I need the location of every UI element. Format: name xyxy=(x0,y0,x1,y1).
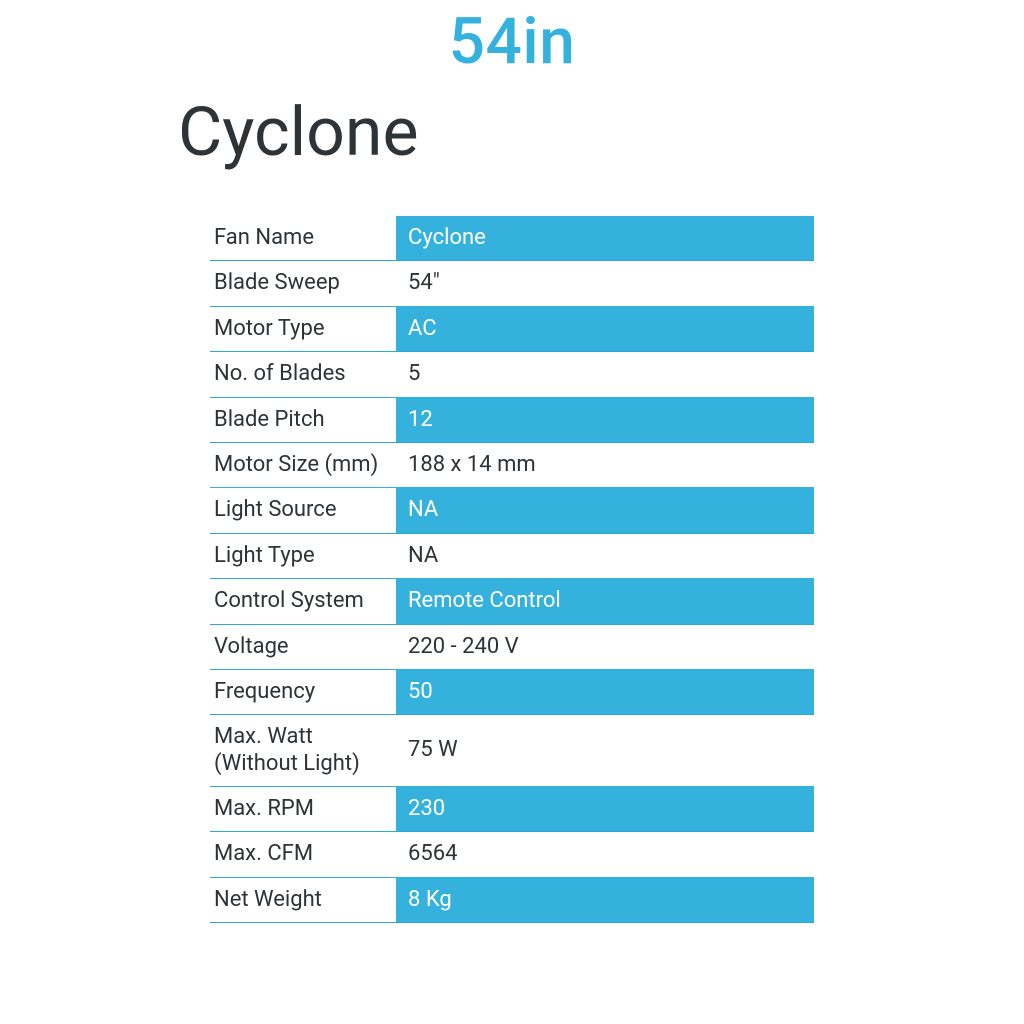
spec-label: Motor Size (mm) xyxy=(210,442,396,487)
table-row: Fan NameCyclone xyxy=(210,216,814,261)
spec-value: 188 x 14 mm xyxy=(396,442,814,487)
spec-label: Blade Sweep xyxy=(210,261,396,306)
spec-label: Max. RPM xyxy=(210,787,396,832)
spec-label: Max. Watt (Without Light) xyxy=(210,715,396,787)
spec-value: NA xyxy=(396,533,814,578)
spec-sheet-page: 54in Cyclone Fan NameCycloneBlade Sweep5… xyxy=(0,0,1024,1024)
spec-label: Light Type xyxy=(210,533,396,578)
spec-value: 12 xyxy=(396,397,814,442)
table-row: Voltage220 - 240 V xyxy=(210,624,814,669)
spec-label: No. of Blades xyxy=(210,352,396,397)
spec-value: 50 xyxy=(396,669,814,714)
spec-value: 230 xyxy=(396,787,814,832)
table-row: Blade Pitch12 xyxy=(210,397,814,442)
table-row: Max. RPM230 xyxy=(210,787,814,832)
spec-value: 54" xyxy=(396,261,814,306)
spec-table-body: Fan NameCycloneBlade Sweep54"Motor TypeA… xyxy=(210,216,814,923)
spec-value: Remote Control xyxy=(396,579,814,624)
table-row: Frequency50 xyxy=(210,669,814,714)
spec-label: Motor Type xyxy=(210,306,396,351)
table-row: Blade Sweep54" xyxy=(210,261,814,306)
table-row: No. of Blades5 xyxy=(210,352,814,397)
spec-value: 75 W xyxy=(396,715,814,787)
spec-value: 6564 xyxy=(396,832,814,877)
spec-value: 5 xyxy=(396,352,814,397)
spec-label: Fan Name xyxy=(210,216,396,261)
table-row: Max. Watt (Without Light)75 W xyxy=(210,715,814,787)
table-row: Light SourceNA xyxy=(210,488,814,533)
table-row: Control SystemRemote Control xyxy=(210,579,814,624)
spec-label: Frequency xyxy=(210,669,396,714)
size-heading: 54in xyxy=(0,4,1024,79)
spec-value: Cyclone xyxy=(396,216,814,261)
spec-label: Blade Pitch xyxy=(210,397,396,442)
product-name-heading: Cyclone xyxy=(178,92,419,172)
table-row: Light TypeNA xyxy=(210,533,814,578)
spec-table: Fan NameCycloneBlade Sweep54"Motor TypeA… xyxy=(210,216,814,923)
spec-value: 8 Kg xyxy=(396,877,814,922)
spec-label: Net Weight xyxy=(210,877,396,922)
spec-label: Voltage xyxy=(210,624,396,669)
spec-label: Max. CFM xyxy=(210,832,396,877)
table-row: Max. CFM6564 xyxy=(210,832,814,877)
spec-label: Light Source xyxy=(210,488,396,533)
spec-label: Control System xyxy=(210,579,396,624)
table-row: Net Weight8 Kg xyxy=(210,877,814,922)
spec-value: AC xyxy=(396,306,814,351)
spec-value: 220 - 240 V xyxy=(396,624,814,669)
spec-value: NA xyxy=(396,488,814,533)
table-row: Motor Size (mm)188 x 14 mm xyxy=(210,442,814,487)
table-row: Motor TypeAC xyxy=(210,306,814,351)
